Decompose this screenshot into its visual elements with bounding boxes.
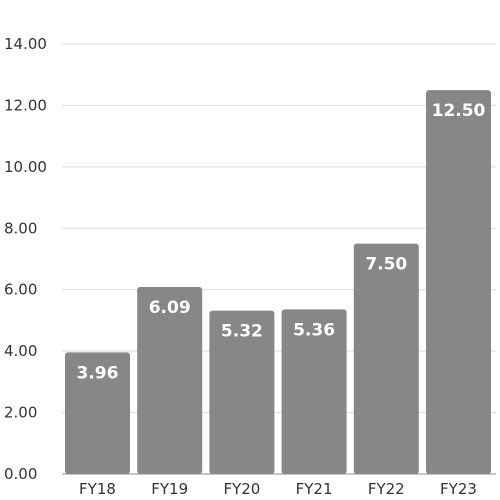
y-tick-label: 0.00 (4, 465, 37, 483)
x-category-label: FY21 (296, 480, 333, 498)
y-tick-label: 6.00 (4, 281, 37, 299)
y-tick-label: 12.00 (4, 96, 47, 114)
bars (65, 90, 491, 475)
bar-value-label: 6.09 (149, 298, 191, 318)
y-tick-label: 10.00 (4, 158, 47, 176)
bar (353, 243, 419, 474)
y-axis-tick-labels: 0.00 2.00 4.00 6.00 8.00 10.00 12.00 14.00 (4, 35, 47, 483)
x-category-label: FY19 (151, 480, 188, 498)
x-category-label: FY20 (223, 480, 260, 498)
gridlines (62, 43, 496, 414)
bar (137, 286, 203, 474)
y-tick-label: 8.00 (4, 219, 37, 237)
y-tick-label: 4.00 (4, 342, 37, 360)
bar-value-label: 3.96 (77, 363, 119, 383)
x-category-label: FY23 (440, 480, 477, 498)
bar-value-label: 5.32 (221, 322, 263, 342)
x-category-label: FY18 (79, 480, 116, 498)
value-labels: 3.96 6.09 5.32 5.36 7.50 12.50 (77, 101, 486, 383)
y-tick-label: 2.00 (4, 404, 37, 422)
bar-value-label: 5.36 (293, 320, 335, 340)
bar (65, 352, 130, 474)
x-axis-labels: FY18 FY19 FY20 FY21 FY22 FY23 (79, 480, 477, 498)
bar-value-label: 7.50 (365, 255, 407, 275)
bar (209, 310, 275, 474)
bar-value-label: 12.50 (432, 101, 486, 121)
bar (281, 309, 347, 474)
y-tick-label: 14.00 (4, 35, 47, 53)
x-category-label: FY22 (368, 480, 405, 498)
bar (426, 90, 491, 475)
